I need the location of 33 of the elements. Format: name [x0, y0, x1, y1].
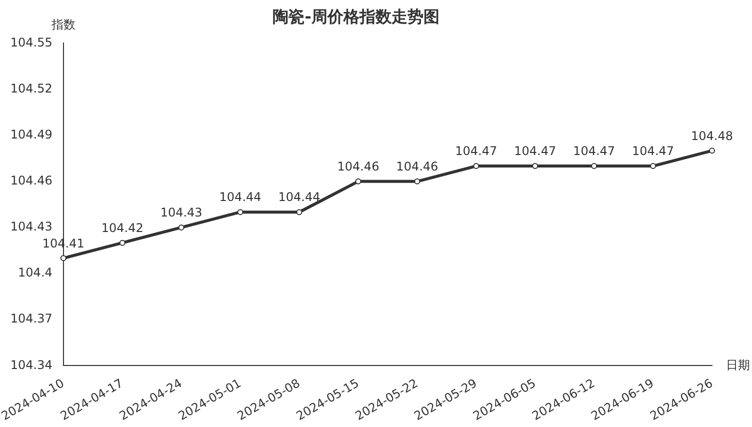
data-label: 104.48: [691, 128, 733, 143]
y-tick-label: 104.55: [10, 35, 52, 50]
point: [296, 209, 302, 216]
point: [355, 178, 362, 184]
y-tick-label: 104.46: [10, 174, 52, 188]
y-tick-label: 104.43: [10, 220, 52, 234]
point: [532, 163, 538, 170]
chart-title: 陶瓷-周价格指数走势图: [272, 6, 440, 26]
data-label: 104.44: [278, 190, 320, 204]
x-axis-title: 日期: [726, 358, 750, 372]
y-tick-label: 104.49: [10, 127, 52, 142]
data-label: 104.47: [455, 144, 498, 158]
data-label: 104.47: [573, 144, 616, 158]
point: [119, 240, 126, 246]
point: [414, 178, 420, 184]
data-label: 104.47: [514, 144, 556, 158]
data-label: 104.44: [219, 190, 262, 204]
data-label: 104.46: [337, 160, 380, 174]
point: [473, 163, 480, 170]
data-label: 104.47: [632, 144, 674, 158]
data-label: 104.46: [396, 160, 438, 174]
point: [709, 148, 715, 154]
y-tick-label: 104.34: [10, 358, 52, 372]
point: [178, 224, 184, 230]
point: [650, 163, 656, 170]
y-tick-label: 104.37: [10, 312, 52, 326]
point: [60, 255, 66, 262]
y-tick-label: 104.52: [10, 81, 52, 96]
y-tick-label: 104.4: [18, 266, 52, 280]
data-label: 104.43: [160, 206, 202, 220]
y-axis-title: 指数: [50, 17, 76, 32]
data-label: 104.42: [101, 220, 144, 235]
point: [237, 209, 244, 216]
